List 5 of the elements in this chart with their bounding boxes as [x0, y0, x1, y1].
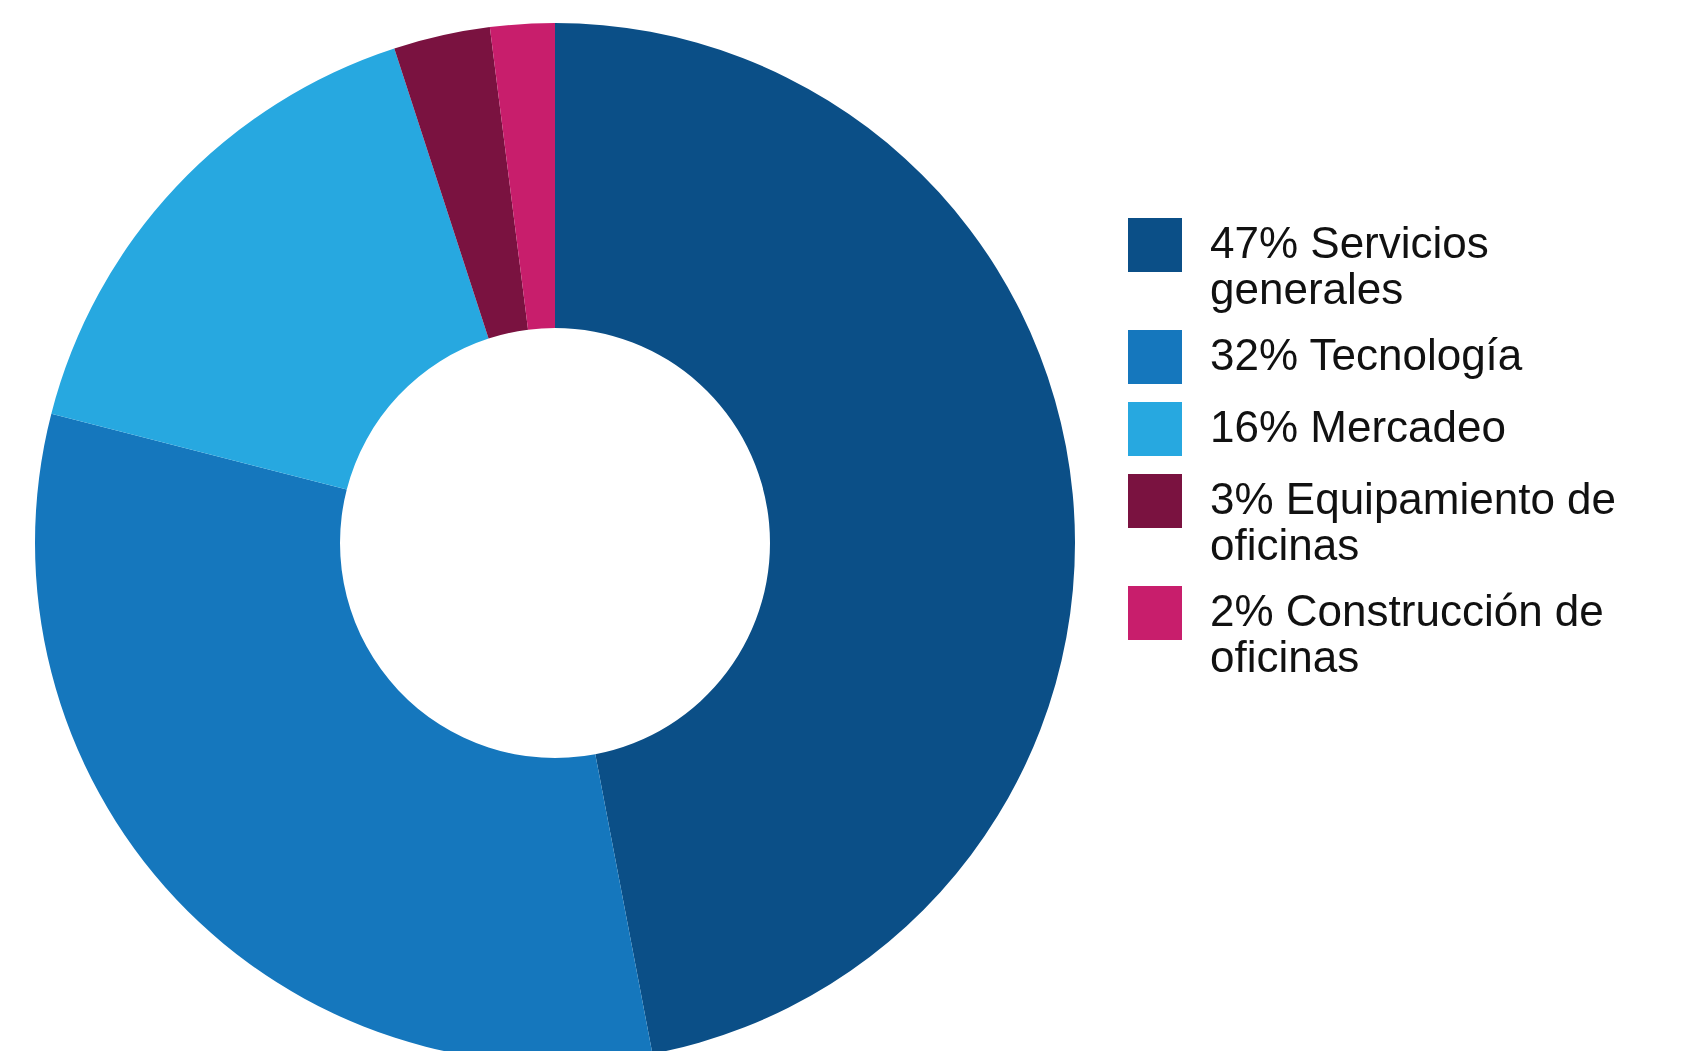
legend-label: 2% Construcción de oficinas — [1210, 586, 1605, 681]
legend-label: 47% Servicios generales — [1210, 218, 1490, 313]
legend-label: 3% Equipamiento de oficinas — [1210, 474, 1618, 569]
legend-label: 16% Mercadeo — [1210, 402, 1506, 451]
legend-label: 32% Tecnología — [1210, 330, 1523, 379]
